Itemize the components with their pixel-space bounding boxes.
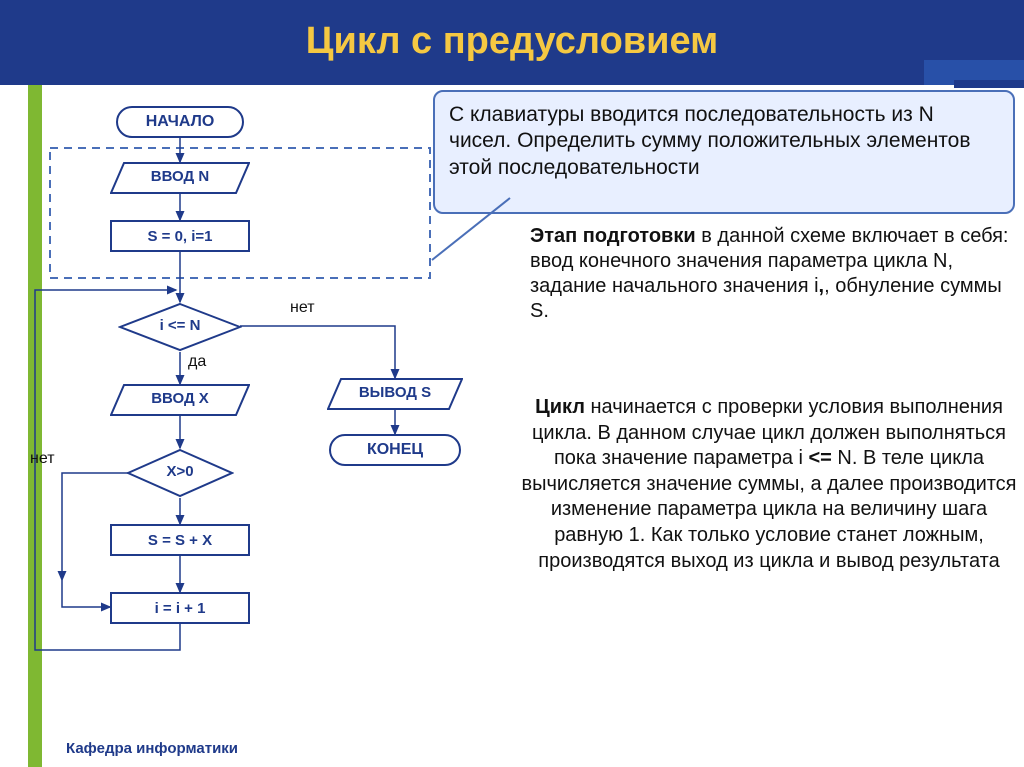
flowchart: НАЧАЛО ВВОД N S = 0, i=1 i <= N ВВОД X X… — [0, 90, 520, 730]
cycle-bold: Цикл — [535, 396, 585, 418]
prep-bold: Этап подготовки — [530, 225, 696, 247]
node-input-n-label: ВВОД N — [110, 168, 250, 185]
node-input-n: ВВОД N — [110, 162, 250, 194]
node-output-s-label: ВЫВОД S — [327, 384, 463, 401]
node-inc: i = i + 1 — [110, 592, 250, 624]
label-no-2: нет — [30, 450, 55, 468]
node-output-s: ВЫВОД S — [327, 378, 463, 410]
node-cond-x-gt-0: X>0 — [126, 448, 234, 498]
cond2-label: X>0 — [126, 463, 234, 480]
preparation-text: Этап подготовки в данной схеме включает … — [530, 224, 1020, 324]
label-yes-1: да — [188, 353, 206, 371]
node-end: КОНЕЦ — [329, 434, 461, 466]
label-no-1: нет — [290, 299, 315, 317]
cycle-le: <= — [809, 447, 832, 469]
header-decor — [954, 80, 1024, 88]
cycle-text: Цикл начинается с проверки условия выпол… — [518, 395, 1020, 574]
cond1-label: i <= N — [118, 317, 242, 334]
header-bar: Цикл с предусловием — [0, 0, 1024, 85]
node-input-x: ВВОД X — [110, 384, 250, 416]
node-sum: S = S + X — [110, 524, 250, 556]
page-title: Цикл с предусловием — [0, 20, 1024, 63]
node-start: НАЧАЛО — [116, 106, 244, 138]
flowchart-edges — [0, 90, 520, 730]
footer-text: Кафедра информатики — [66, 740, 238, 757]
node-input-x-label: ВВОД X — [110, 390, 250, 407]
callout-connector — [420, 190, 540, 290]
node-cond-i-le-n: i <= N — [118, 302, 242, 352]
node-init: S = 0, i=1 — [110, 220, 250, 252]
